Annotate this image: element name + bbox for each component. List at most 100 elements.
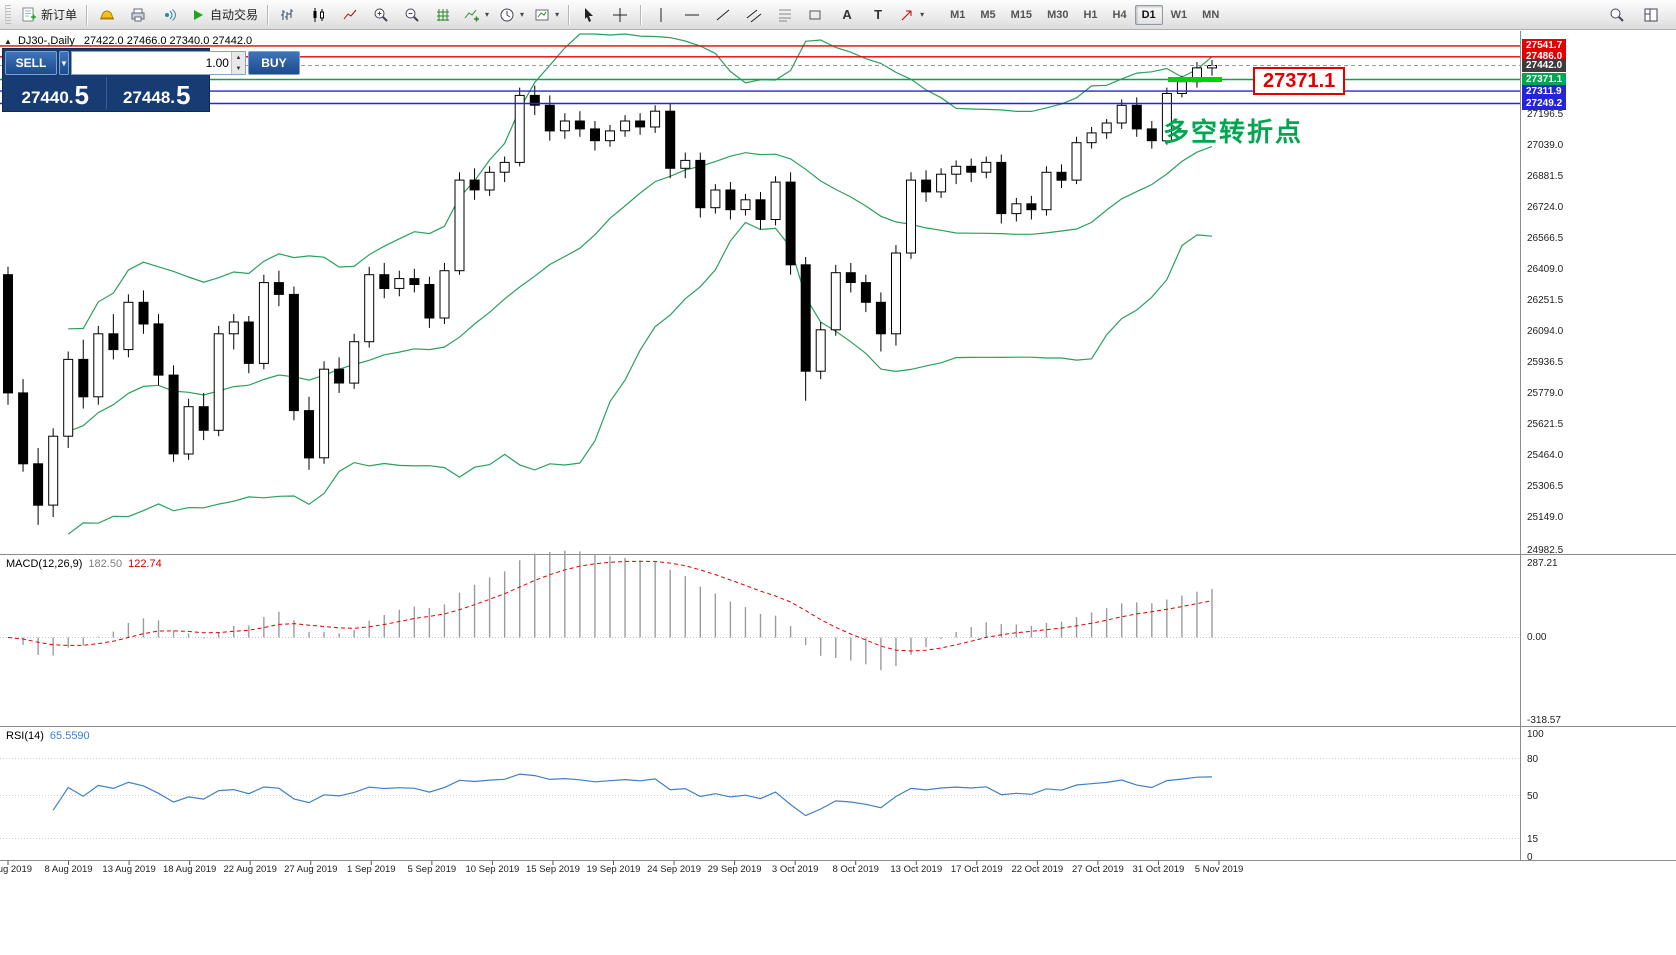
chevron-down-icon: ▾	[920, 10, 925, 19]
print-icon	[131, 8, 145, 21]
macd-main-value: 182.50	[88, 558, 123, 570]
price-line-tag: 27541.7	[1522, 39, 1567, 53]
arrows-button[interactable]: ▾	[894, 2, 928, 28]
autotrading-button[interactable]: 自动交易	[185, 2, 262, 28]
sell-button[interactable]: SELL	[5, 51, 57, 75]
chevron-down-icon: ▾	[555, 10, 560, 19]
timeframe-group: M1 M5 M15 M30 H1 H4 D1 W1 MN	[943, 4, 1226, 25]
channel-button[interactable]	[739, 2, 769, 28]
text-button[interactable]: A	[832, 2, 862, 28]
symbol-name: DJ30-,Daily	[17, 35, 75, 47]
autotrading-label: 自动交易	[210, 8, 259, 22]
timeframe-button-m30[interactable]: M30	[1047, 8, 1069, 21]
template-icon	[535, 9, 549, 20]
rsi-axis-label: 80	[1527, 753, 1539, 765]
time-axis-label: 31 Oct 2019	[1132, 864, 1185, 875]
zoom-in-button[interactable]	[366, 2, 396, 28]
bid-price[interactable]: 27440. 5	[21, 80, 89, 110]
volume-input[interactable]	[71, 52, 231, 74]
indicators-button[interactable]: ▾	[459, 2, 493, 28]
text-label-button[interactable]: T	[863, 2, 893, 28]
time-axis-label: 22 Aug 2019	[223, 864, 277, 875]
new-order-button[interactable]: 新订单	[16, 2, 81, 28]
volume-spinner: ▲ ▼	[230, 52, 245, 74]
time-axis-label: 5 Nov 2019	[1194, 864, 1244, 875]
alerts-button[interactable]	[154, 2, 184, 28]
volume-up-button[interactable]: ▲	[231, 52, 245, 63]
toolbar-grip[interactable]	[5, 4, 11, 25]
layout-button[interactable]	[1636, 2, 1666, 28]
time-axis-label: 22 Oct 2019	[1011, 864, 1064, 875]
rsi-axis-label: 15	[1527, 833, 1539, 845]
layout-icon	[1644, 8, 1658, 21]
timeframe-button-m15[interactable]: M15	[1010, 8, 1033, 21]
buy-button[interactable]: BUY	[247, 51, 300, 75]
bollinger-upper	[68, 33, 1213, 330]
price-tick-label: 26724.0	[1527, 201, 1564, 213]
price-tick-label: 26251.5	[1527, 294, 1564, 306]
price-line-tag: 27442.0	[1522, 59, 1567, 72]
level-highlight-segment	[1168, 77, 1222, 82]
time-axis-label: 4 Aug 2019	[0, 864, 33, 875]
time-axis-label: 18 Aug 2019	[162, 864, 217, 875]
ask-price[interactable]: 27448. 5	[123, 80, 191, 110]
time-axis-label: 3 Oct 2019	[771, 864, 819, 875]
cursor-button[interactable]	[574, 2, 604, 28]
macd-name: MACD(12,26,9)	[6, 558, 83, 570]
trendline-icon	[716, 9, 730, 20]
shapes-icon	[809, 10, 821, 19]
line-chart-button[interactable]	[335, 2, 365, 28]
fibonacci-button[interactable]	[770, 2, 800, 28]
time-axis-label: 15 Sep 2019	[525, 864, 580, 875]
macd-layer	[0, 550, 1520, 671]
print-button[interactable]	[123, 2, 153, 28]
toolbar-separator	[568, 4, 570, 25]
timeframe-button-mn[interactable]: MN	[1202, 8, 1220, 21]
zoom-out-button[interactable]	[397, 2, 427, 28]
periods-button[interactable]: ▾	[494, 2, 528, 28]
toolbar-separator	[267, 4, 269, 25]
bar-chart-button[interactable]	[273, 2, 303, 28]
timeframe-button-w1[interactable]: W1	[1170, 8, 1188, 21]
shapes-button[interactable]	[801, 2, 831, 28]
price-tick-label: 27196.5	[1527, 108, 1564, 120]
search-button[interactable]	[1602, 2, 1632, 28]
price-divider	[105, 77, 107, 109]
price-tick-label: 25936.5	[1527, 357, 1564, 369]
templates-button[interactable]: ▾	[529, 2, 563, 28]
chevron-down-icon: ▾	[485, 10, 490, 19]
trendline-button[interactable]	[708, 2, 738, 28]
crosshair-button[interactable]	[605, 2, 635, 28]
text-icon: A	[842, 6, 852, 22]
horizontal-line-icon	[685, 14, 700, 15]
new-order-label: 新订单	[41, 8, 78, 22]
volume-down-button[interactable]: ▼	[231, 63, 245, 74]
toolbar: 新订单 自动交易	[0, 0, 1676, 30]
timeframe-button-h1[interactable]: H1	[1083, 8, 1098, 21]
one-click-toggle-icon[interactable]: ▲	[4, 37, 12, 46]
vertical-line-button[interactable]	[646, 2, 676, 28]
timeframe-button-m1[interactable]: M1	[950, 8, 966, 21]
timeframe-button-h4[interactable]: H4	[1112, 8, 1127, 21]
price-tick-label: 26566.5	[1527, 232, 1564, 244]
candlestick-chart-button[interactable]	[304, 2, 334, 28]
grid-button[interactable]	[428, 2, 458, 28]
turning-point-annotation: 多空转折点	[1163, 117, 1304, 147]
timeframe-button-d1[interactable]: D1	[1134, 4, 1163, 25]
rsi-axis-label: 50	[1527, 790, 1539, 802]
time-axis-label: 5 Sep 2019	[407, 864, 457, 875]
order-type-dropdown[interactable]: ▼	[59, 51, 69, 75]
time-axis-label: 1 Sep 2019	[346, 864, 396, 875]
horizontal-line-button[interactable]	[677, 2, 707, 28]
timeframe-button-m5[interactable]: M5	[980, 8, 996, 21]
rsi-layer	[0, 758, 1520, 839]
price-line-tag: 27249.2	[1522, 96, 1567, 110]
metaeditor-button[interactable]	[92, 2, 122, 28]
price-tick-label: 25464.0	[1527, 450, 1564, 462]
crosshair-icon	[613, 7, 628, 22]
price-tick-label: 25779.0	[1527, 388, 1564, 400]
arrow-icon	[901, 10, 912, 20]
vertical-line-icon	[660, 7, 662, 22]
price-callout-box[interactable]: 27371.1	[1253, 67, 1346, 95]
